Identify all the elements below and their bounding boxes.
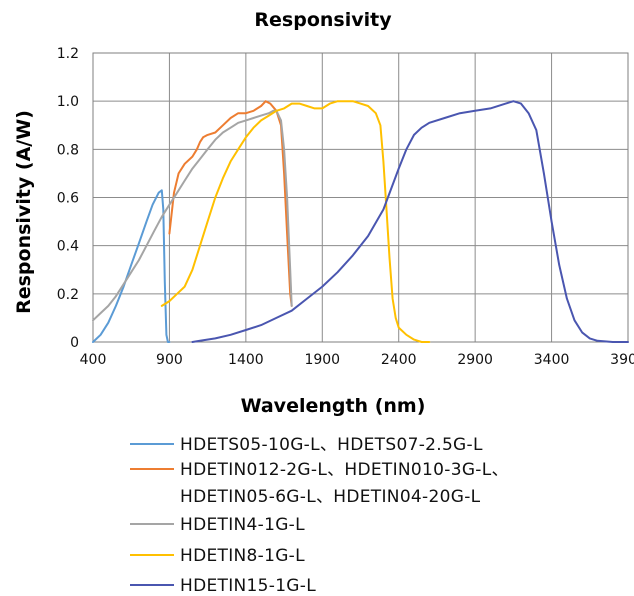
series-line-3 xyxy=(160,100,431,343)
y-axis-label: Responsivity (A/W) xyxy=(13,110,35,314)
legend-label-4: HDETIN8-1G-L xyxy=(180,546,305,566)
x-tick-label: 2900 xyxy=(457,352,493,368)
plot-frame xyxy=(92,52,629,343)
series-layer xyxy=(92,100,629,343)
legend-label-0: HDETS05-10G-L、HDETS07-2.5G-L xyxy=(180,435,483,455)
y-tick-label: 1.0 xyxy=(57,94,79,110)
y-tick-label: 0 xyxy=(70,335,79,351)
x-axis-label: Wavelength (nm) xyxy=(241,395,426,417)
y-tick-label: 0.4 xyxy=(57,239,79,255)
x-tick-label: 1400 xyxy=(228,352,264,368)
series-line-0 xyxy=(92,189,171,343)
legend-label-5: HDETIN15-1G-L xyxy=(180,576,316,596)
legend-label-1: HDETIN012-2G-L、HDETIN010-3G-L、 xyxy=(180,460,509,480)
series-line-4 xyxy=(191,100,629,343)
y-ticks: 0 0.2 0.4 0.6 0.8 1.0 1.2 xyxy=(57,46,79,351)
y-tick-label: 1.2 xyxy=(57,46,79,62)
y-tick-label: 0.2 xyxy=(57,287,79,303)
y-tick-label: 0.6 xyxy=(57,191,79,207)
x-tick-label: 2400 xyxy=(381,352,417,368)
x-tick-label: 400 xyxy=(80,352,107,368)
legend-label-2: HDETIN05-6G-L、HDETIN04-20G-L xyxy=(180,487,481,507)
chart-title: Responsivity xyxy=(254,9,392,31)
x-tick-label: 1900 xyxy=(304,352,340,368)
x-tick-label: 900 xyxy=(156,352,183,368)
legend: HDETS05-10G-L、HDETS07-2.5G-L HDETIN012-2G… xyxy=(130,435,509,596)
series-line-1 xyxy=(168,100,293,307)
x-tick-label: 3400 xyxy=(534,352,570,368)
legend-label-3: HDETIN4-1G-L xyxy=(180,515,305,535)
y-tick-label: 0.8 xyxy=(57,142,79,158)
